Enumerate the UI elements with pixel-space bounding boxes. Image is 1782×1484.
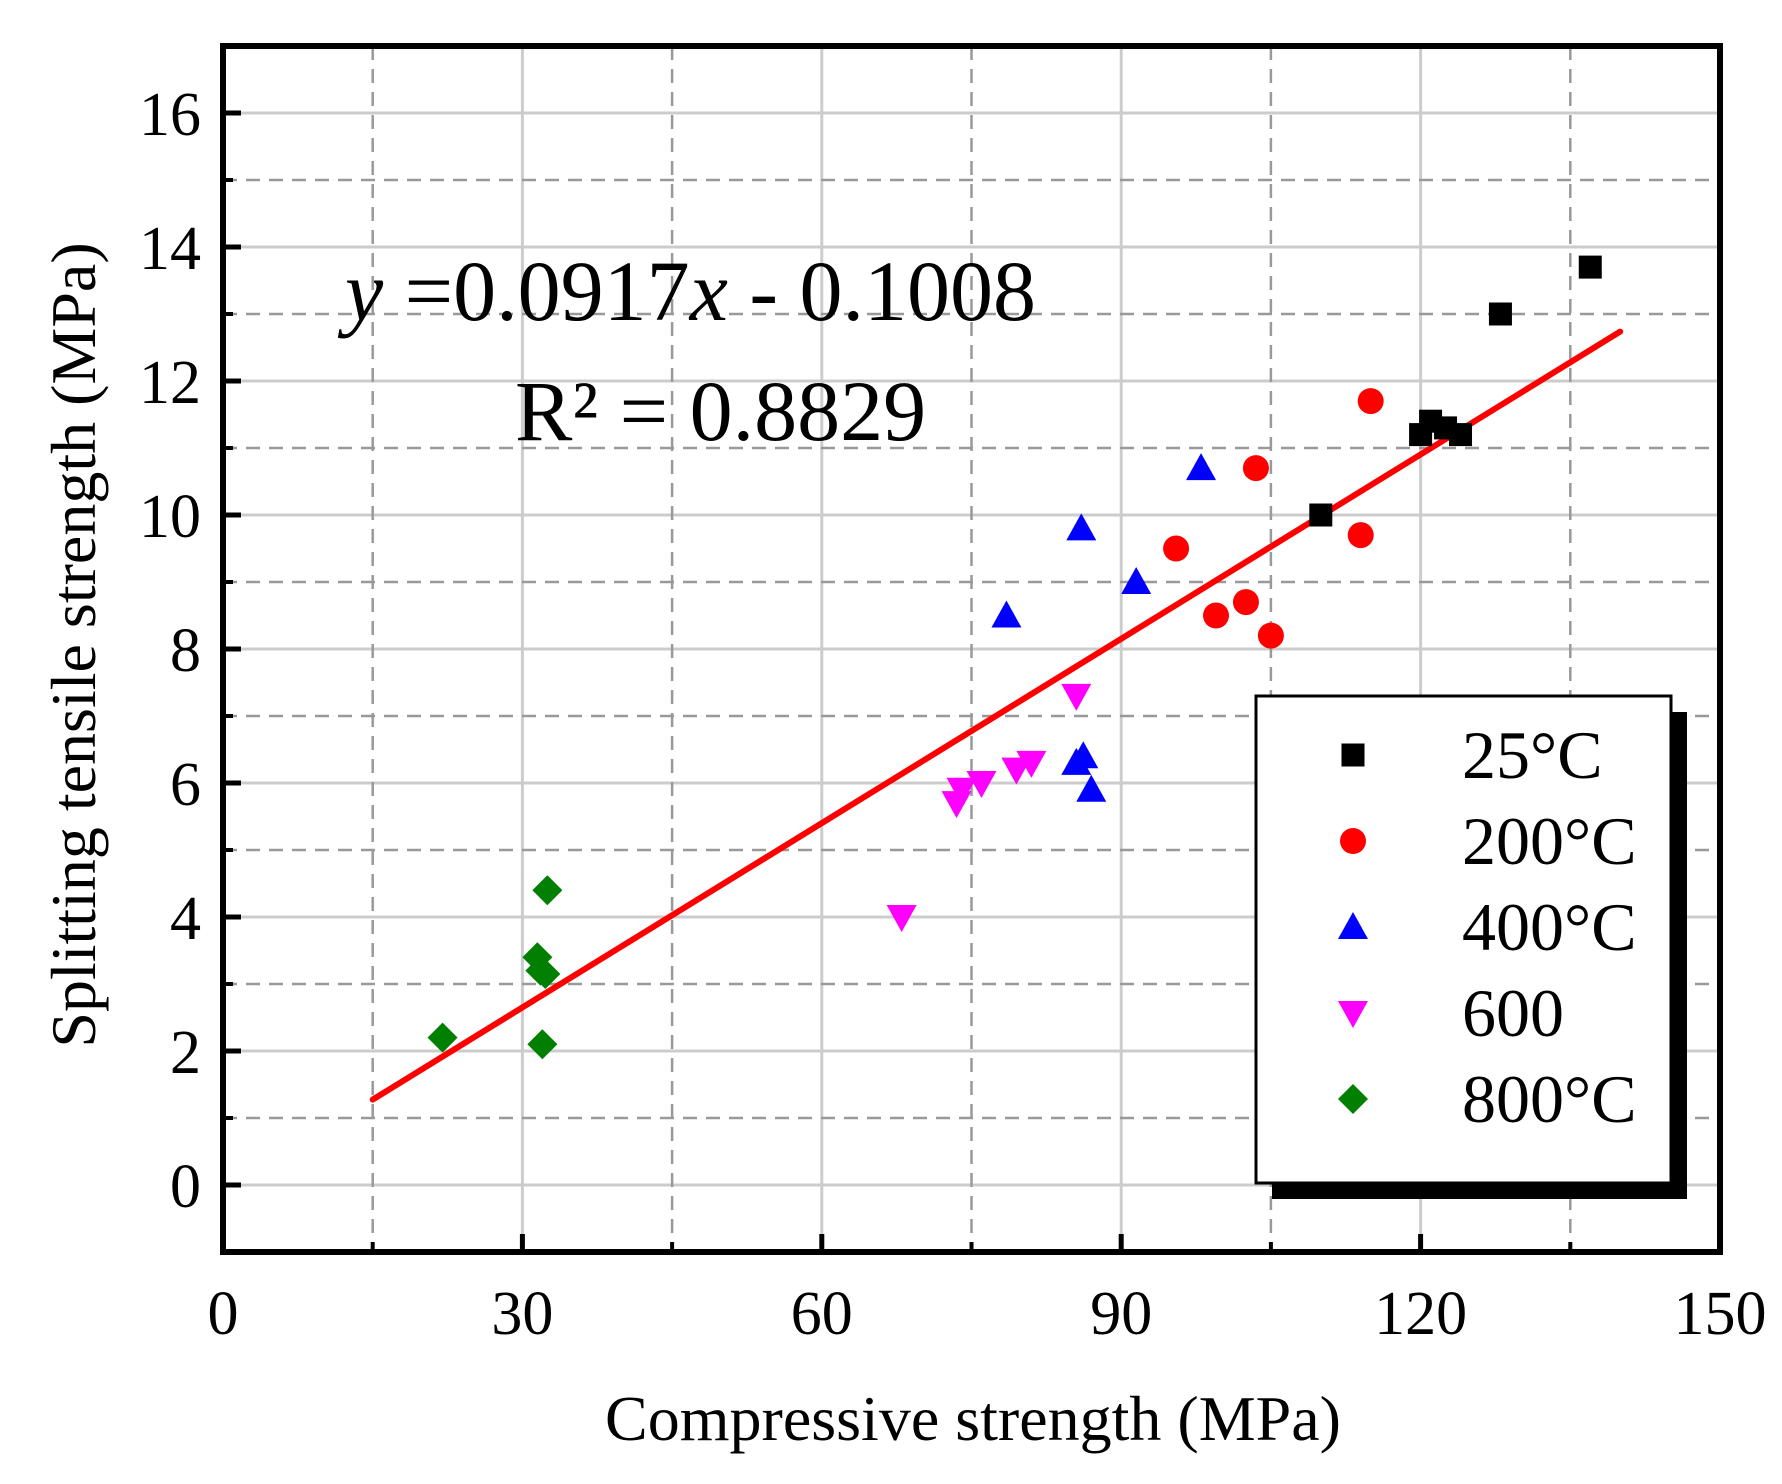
data-point-series-3 — [1016, 750, 1047, 778]
data-point-series-3 — [946, 777, 977, 805]
r-squared-text: R² = 0.8829 — [515, 363, 926, 459]
data-points — [427, 255, 1602, 1060]
legend-label-0: 25°C — [1462, 717, 1603, 793]
data-point-series-1 — [1203, 602, 1230, 629]
data-point-series-4 — [527, 1029, 558, 1060]
legend-label-1: 200°C — [1462, 803, 1637, 879]
x-axis-title: Compressive strength (MPa) — [605, 1383, 1341, 1454]
y-tick-label: 16 — [139, 81, 201, 149]
legend-label-3: 600 — [1462, 975, 1564, 1051]
y-tick-label: 0 — [170, 1153, 201, 1221]
equation-coefficient: =0.0917 — [383, 243, 690, 339]
data-point-series-2 — [1121, 567, 1152, 594]
legend-marker-3 — [1338, 1001, 1368, 1028]
legend-marker-0 — [1341, 743, 1365, 767]
y-tick-labels: 0 2 4 6 8 10 12 14 16 — [139, 81, 201, 1221]
equation-x-var: x — [688, 243, 728, 339]
data-point-series-2 — [991, 600, 1022, 628]
equation-intercept: - 0.1008 — [728, 243, 1036, 339]
axis-ticks — [223, 110, 1573, 1252]
data-point-series-1 — [1242, 455, 1269, 482]
data-point-series-4 — [530, 958, 561, 989]
data-point-series-0 — [1488, 302, 1512, 326]
x-tick-label: 30 — [491, 1280, 553, 1348]
data-point-series-3 — [966, 771, 997, 798]
data-point-series-0 — [1309, 503, 1333, 527]
data-point-series-1 — [1347, 522, 1374, 549]
data-point-series-4 — [532, 875, 563, 906]
x-tick-label: 0 — [208, 1280, 239, 1348]
data-point-series-1 — [1232, 589, 1259, 616]
x-tick-label: 120 — [1374, 1280, 1467, 1348]
y-tick-label: 14 — [139, 215, 201, 283]
y-tick-label: 8 — [170, 617, 201, 685]
data-point-series-0 — [1578, 255, 1602, 279]
data-point-series-2 — [1066, 513, 1097, 541]
x-tick-label: 90 — [1090, 1280, 1152, 1348]
y-tick-label: 6 — [170, 751, 201, 819]
y-tick-label: 12 — [139, 349, 201, 417]
equation-text: y =0.0917x - 0.1008 — [337, 243, 1036, 339]
legend-label-4: 800°C — [1462, 1061, 1637, 1137]
data-point-series-1 — [1357, 388, 1384, 415]
y-tick-label: 10 — [139, 483, 201, 551]
data-point-series-0 — [1449, 423, 1473, 447]
data-point-series-2 — [1076, 774, 1107, 802]
legend-box — [1254, 694, 1673, 1185]
x-tick-label: 60 — [791, 1280, 853, 1348]
data-point-series-2 — [1186, 453, 1217, 481]
data-point-series-2 — [1068, 741, 1099, 769]
legend-label-2: 400°C — [1462, 889, 1637, 965]
data-point-series-1 — [1257, 622, 1284, 649]
fit-line — [369, 328, 1624, 1103]
legend-marker-2 — [1338, 912, 1368, 939]
fit-equation: y =0.0917x - 0.1008 R² = 0.8829 — [337, 243, 1036, 459]
data-point-series-3 — [1061, 683, 1092, 711]
fit-line-layer — [369, 328, 1624, 1103]
legend: 25°C 200°C 400°C 600 800°C — [1254, 694, 1687, 1199]
equation-y-var: y — [337, 243, 384, 339]
data-point-series-1 — [1163, 535, 1190, 562]
y-tick-label: 2 — [170, 1019, 201, 1087]
data-point-series-4 — [427, 1022, 458, 1053]
y-axis-title: Splitting tensile strength (MPa) — [38, 242, 109, 1047]
legend-marker-4 — [1338, 1084, 1368, 1114]
x-tick-labels: 0 30 60 90 120 150 — [208, 1280, 1767, 1348]
legend-marker-1 — [1340, 828, 1366, 854]
y-tick-label: 4 — [170, 885, 201, 953]
data-point-series-3 — [886, 905, 917, 932]
x-tick-label: 150 — [1674, 1280, 1767, 1348]
